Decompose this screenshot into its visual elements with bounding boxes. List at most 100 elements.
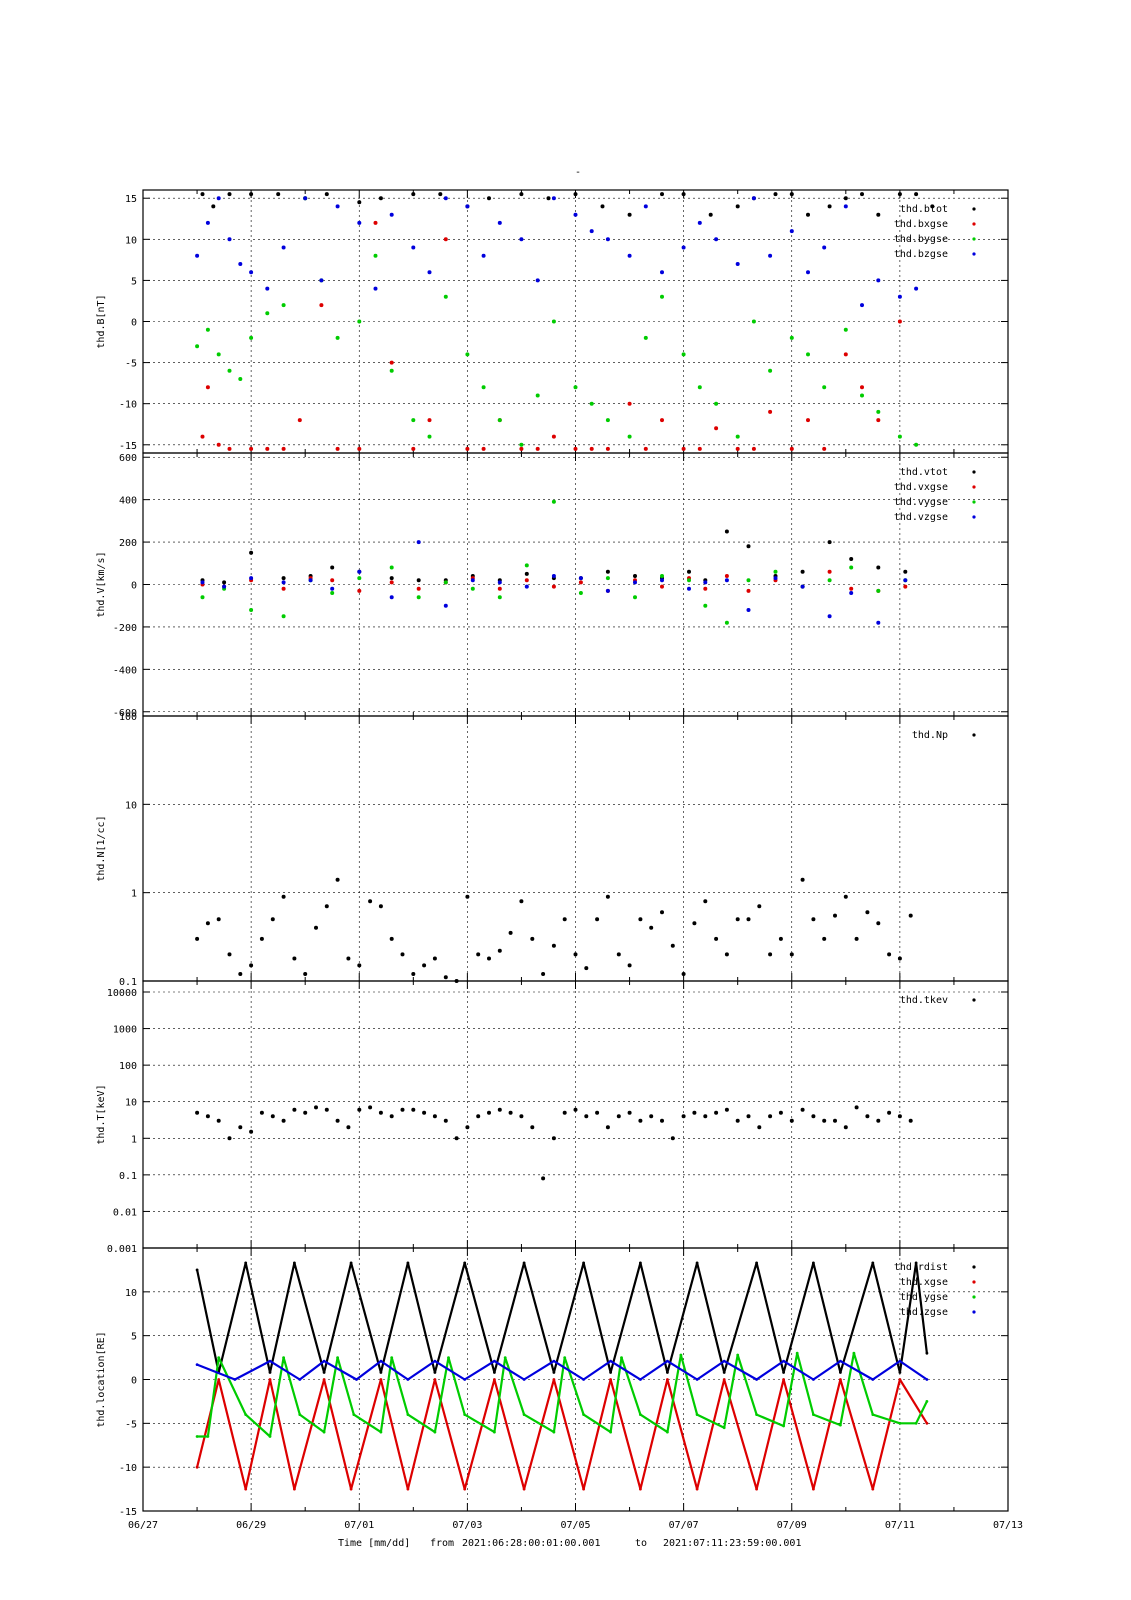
data-point — [335, 335, 340, 340]
legend-entry: thd.xgse — [900, 1277, 948, 1288]
data-point — [519, 237, 524, 242]
data-point — [276, 192, 281, 197]
data-point — [843, 196, 848, 201]
data-point — [627, 1110, 632, 1115]
data-point — [681, 972, 686, 976]
data-point — [843, 204, 848, 209]
data-point — [605, 894, 610, 899]
y-tick-label: 10000 — [107, 988, 137, 999]
data-point — [265, 286, 270, 291]
y-tick-label: 1 — [131, 889, 137, 900]
data-point — [724, 620, 729, 625]
y-tick-label: -10 — [119, 1463, 137, 1474]
data-point — [589, 229, 594, 234]
data-point — [925, 1378, 929, 1381]
data-point — [660, 294, 664, 299]
data-point — [768, 409, 773, 414]
data-point — [389, 368, 394, 373]
data-point — [357, 319, 362, 324]
y-axis-label: thd.V[km/s] — [96, 551, 107, 617]
data-point — [336, 1356, 339, 1359]
y-tick-label: 0 — [131, 581, 137, 592]
y-tick-label: 5 — [131, 1332, 137, 1343]
data-point — [268, 1378, 272, 1381]
data-point — [666, 1430, 669, 1434]
data-point — [487, 956, 491, 961]
data-point — [244, 1413, 248, 1416]
data-point — [379, 1378, 383, 1381]
data-point — [660, 578, 664, 583]
data-point — [470, 586, 475, 591]
y-tick-label: 0 — [131, 1376, 137, 1387]
data-point — [422, 1110, 427, 1115]
data-point — [551, 499, 556, 504]
data-point — [227, 237, 232, 242]
data-point — [227, 446, 232, 451]
data-point — [573, 952, 578, 957]
legend-marker — [972, 222, 976, 226]
data-point — [697, 446, 702, 451]
data-point — [378, 1110, 383, 1115]
data-point — [400, 952, 405, 957]
data-point — [522, 1378, 526, 1381]
data-point — [627, 212, 632, 217]
data-point — [649, 925, 654, 930]
data-point — [497, 220, 502, 225]
data-point — [914, 286, 919, 291]
data-point — [268, 1371, 272, 1374]
data-point — [249, 963, 254, 968]
data-point — [687, 586, 691, 591]
data-point — [249, 608, 254, 612]
data-point — [497, 586, 502, 591]
data-point — [463, 1487, 467, 1491]
data-point — [722, 1378, 726, 1381]
data-point — [319, 278, 324, 283]
data-point — [524, 571, 529, 576]
data-point — [860, 393, 864, 398]
data-point — [800, 877, 805, 882]
y-tick-label: -5 — [125, 359, 137, 370]
data-point — [249, 270, 254, 275]
x-tick-label: 07/01 — [344, 1520, 374, 1531]
data-point — [595, 1110, 600, 1115]
data-point — [216, 442, 221, 447]
data-point — [217, 1378, 221, 1381]
data-point — [552, 1378, 556, 1381]
data-point — [293, 1261, 296, 1265]
panel-5: 10 5 0 -5 -10 -15 thd.rdist thd.xgse thd.ygse thd… — [96, 1247, 1009, 1518]
data-point — [670, 943, 675, 948]
data-point — [217, 1356, 221, 1359]
data-point — [789, 1118, 794, 1123]
data-point — [238, 377, 243, 381]
data-point — [552, 1371, 556, 1374]
data-point — [314, 925, 318, 930]
data-point — [535, 393, 540, 398]
data-point — [297, 418, 302, 423]
data-point — [887, 952, 892, 957]
plot-frame — [142, 1247, 1009, 1512]
data-point — [605, 237, 610, 242]
data-point — [270, 1114, 275, 1119]
data-point — [303, 972, 308, 976]
data-point — [681, 1114, 686, 1119]
data-point — [660, 910, 664, 915]
data-point — [639, 1413, 642, 1416]
data-point — [903, 578, 908, 583]
legend-entry: thd.vxgse — [894, 482, 948, 493]
data-point — [703, 580, 708, 585]
data-point — [843, 352, 848, 357]
data-point — [238, 262, 243, 266]
data-point — [681, 192, 686, 197]
data-point — [416, 586, 421, 591]
series-thd-np — [195, 877, 913, 983]
data-point — [812, 1378, 815, 1381]
y-tick-label: -15 — [119, 441, 137, 452]
x-tick-label: 07/07 — [669, 1520, 699, 1531]
legend-entry: thd.vtot — [900, 467, 948, 478]
data-point — [876, 1118, 881, 1123]
data-point — [465, 446, 470, 451]
data-point — [335, 1118, 340, 1123]
data-point — [800, 1107, 805, 1112]
data-point — [330, 565, 335, 570]
data-point — [541, 972, 546, 976]
